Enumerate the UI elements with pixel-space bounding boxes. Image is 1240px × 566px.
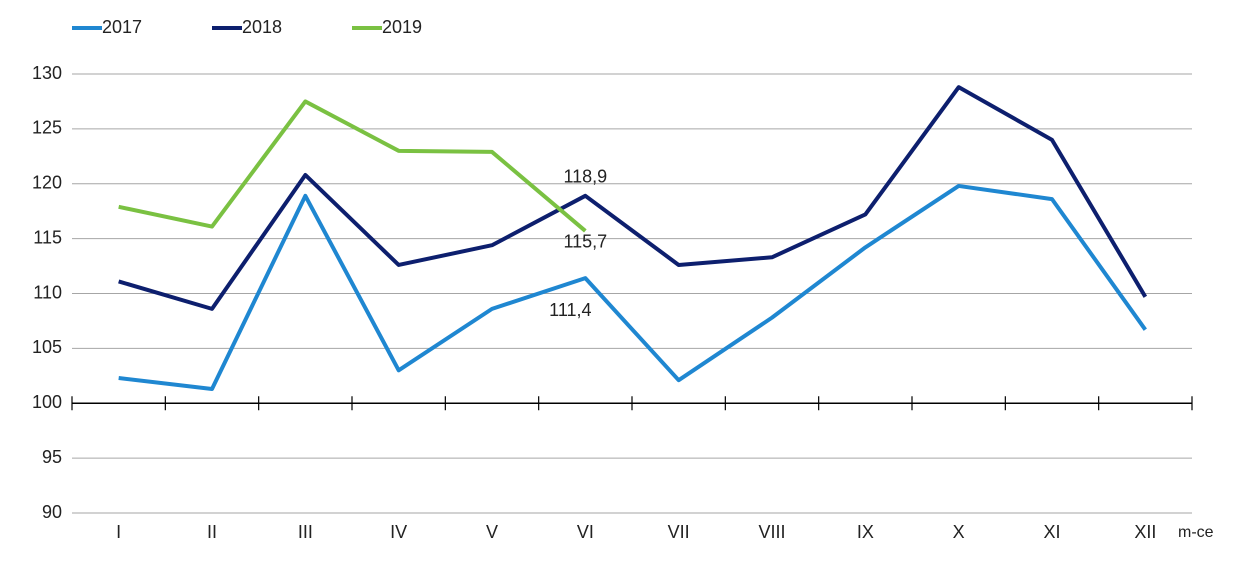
series-line	[118, 85, 1148, 311]
legend-label: 2019	[382, 17, 422, 37]
x-tick-label: XII	[1134, 522, 1156, 542]
y-tick-label: 105	[32, 337, 62, 357]
x-tick-label: II	[207, 522, 217, 542]
data-label: 111,4	[549, 300, 591, 320]
legend-label: 2017	[102, 17, 142, 37]
x-tick-label: III	[298, 522, 313, 542]
data-label: 115,7	[563, 232, 607, 252]
x-tick-label: IX	[857, 522, 874, 542]
y-tick-label: 110	[33, 282, 62, 302]
series-line	[118, 183, 1147, 391]
x-tick-label: VIII	[758, 522, 785, 542]
x-tick-label: V	[486, 522, 498, 542]
legend-label: 2018	[242, 17, 282, 37]
x-tick-label: VII	[668, 522, 690, 542]
x-axis-label: m-ce	[1178, 524, 1214, 541]
x-tick-label: X	[953, 522, 965, 542]
y-tick-label: 130	[32, 63, 62, 83]
x-tick-label: XI	[1043, 522, 1060, 542]
x-tick-label: IV	[390, 522, 407, 542]
series-line	[118, 99, 587, 233]
y-tick-label: 90	[42, 502, 62, 522]
x-tick-label: VI	[577, 522, 594, 542]
y-tick-label: 125	[32, 118, 62, 138]
y-tick-label: 120	[32, 173, 62, 193]
y-tick-label: 115	[33, 227, 62, 247]
x-tick-label: I	[116, 522, 121, 542]
y-tick-label: 95	[42, 447, 62, 467]
y-tick-label: 100	[32, 392, 62, 412]
data-label: 118,9	[563, 167, 607, 187]
